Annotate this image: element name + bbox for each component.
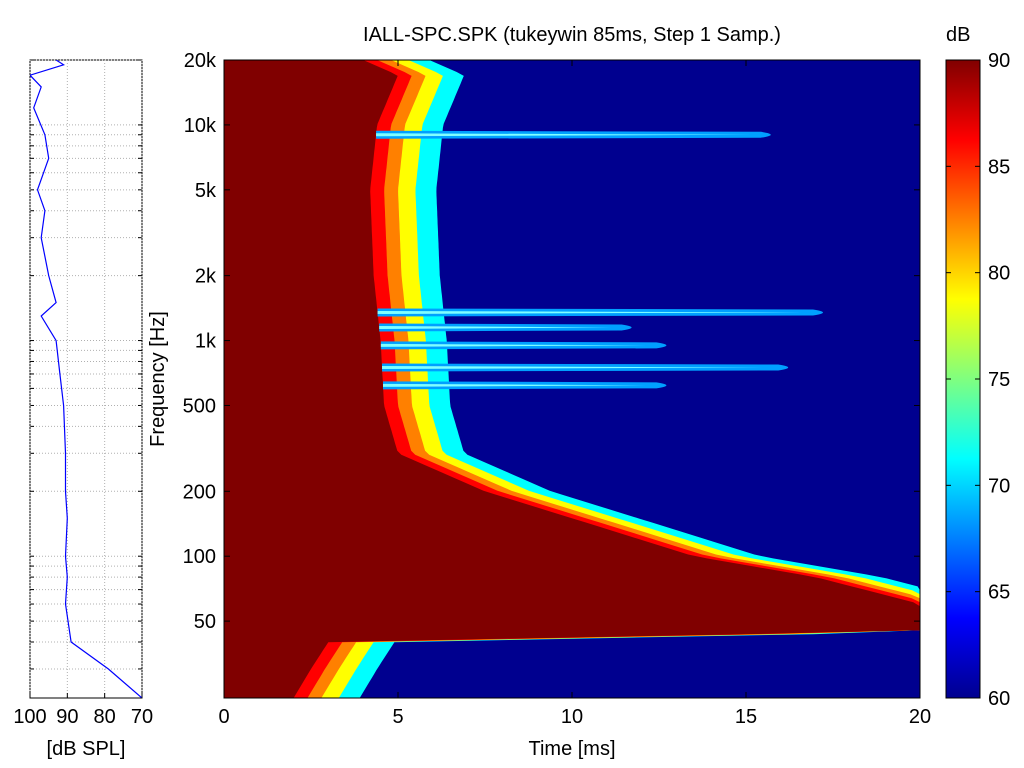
colorbar-label: dB <box>946 24 970 46</box>
spectrogram-resonances <box>376 130 823 390</box>
spectrogram-y-ticks: 50 100 200 500 1k 2k 5k 10k 20k <box>183 50 920 633</box>
spectrogram-bands <box>224 60 920 698</box>
y-tick-label: 500 <box>183 395 216 417</box>
response-xlabel: [dB SPL] <box>47 738 126 760</box>
colorbar-tick-label: 70 <box>988 475 1010 497</box>
response-grid <box>29 59 143 698</box>
resonance-core <box>379 325 612 329</box>
colorbar-tick-label: 90 <box>988 50 1010 72</box>
response-x-ticks: 100 90 80 70 <box>13 693 153 728</box>
band-dark-red <box>224 60 920 698</box>
response-x-tick-label: 90 <box>56 706 78 728</box>
spectrogram-ylabel: Frequency [Hz] <box>147 311 169 447</box>
x-tick-label: 5 <box>392 706 403 728</box>
response-x-tick-label: 100 <box>13 706 46 728</box>
resonance-core <box>382 365 769 369</box>
y-tick-label: 20k <box>184 50 217 72</box>
response-axes-frame <box>29 59 143 699</box>
chart-title: IALL-SPC.SPK (tukeywin 85ms, Step 1 Samp… <box>363 24 781 46</box>
colorbar-tick-label: 75 <box>988 369 1010 391</box>
spectrogram-xlabel: Time [ms] <box>528 738 615 760</box>
x-tick-label: 10 <box>561 706 583 728</box>
x-tick-label: 20 <box>909 706 931 728</box>
resonance-core <box>376 133 751 137</box>
colorbar-gradient <box>945 59 981 699</box>
response-panel: 100 90 80 70 [dB SPL] <box>13 59 153 760</box>
response-curve <box>30 60 142 698</box>
y-tick-label: 10k <box>184 115 217 137</box>
spectrogram-x-ticks: 0 5 10 15 20 <box>218 60 931 728</box>
colorbar-tick-label: 80 <box>988 263 1010 285</box>
x-tick-label: 15 <box>735 706 757 728</box>
y-tick-label: 50 <box>194 611 216 633</box>
y-tick-label: 100 <box>183 546 216 568</box>
resonance-core <box>383 383 647 387</box>
y-tick-label: 2k <box>195 266 217 288</box>
y-tick-label: 200 <box>183 481 216 503</box>
resonance-core <box>380 343 647 347</box>
colorbar-ticks: 60 65 70 75 80 85 90 <box>946 50 1010 710</box>
spectrogram-panel: IALL-SPC.SPK (tukeywin 85ms, Step 1 Samp… <box>147 24 931 760</box>
y-tick-label: 5k <box>195 180 217 202</box>
y-tick-label: 1k <box>195 331 217 353</box>
response-x-tick-label: 70 <box>131 706 153 728</box>
response-x-tick-label: 80 <box>94 706 116 728</box>
colorbar-tick-label: 65 <box>988 582 1010 604</box>
colorbar: dB 60 65 70 75 80 85 90 <box>945 24 1010 710</box>
x-tick-label: 0 <box>218 706 229 728</box>
resonance-core <box>377 310 803 314</box>
colorbar-tick-label: 60 <box>988 688 1010 710</box>
colorbar-tick-label: 85 <box>988 156 1010 178</box>
